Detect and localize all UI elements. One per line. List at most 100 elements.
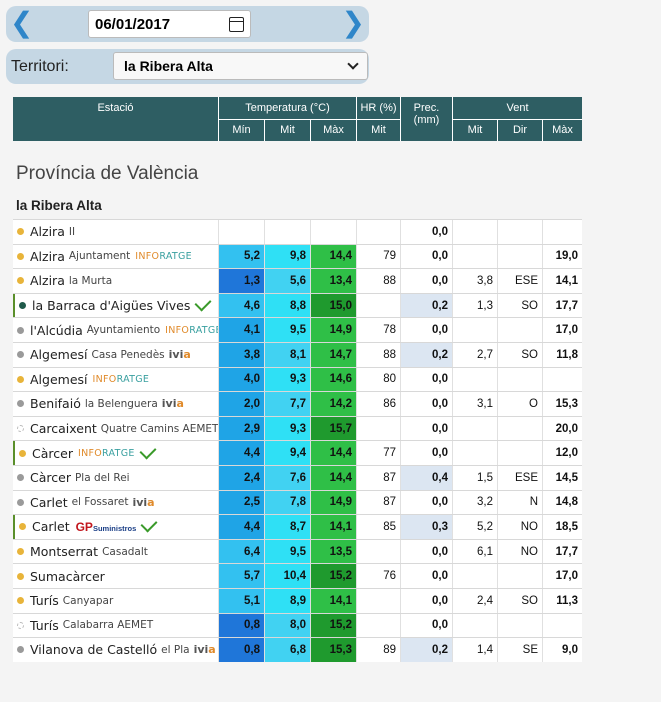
cell-wmax: 14,8: [542, 490, 582, 515]
cell-wmit: 5,2: [452, 515, 497, 539]
station-name-cell[interactable]: Algemesí Casa Penedès ivia: [13, 343, 218, 367]
station-name-cell[interactable]: Carlet GPSuministros: [13, 515, 218, 539]
cell-wdir: [497, 244, 542, 269]
station-name-cell[interactable]: Algemesí INFORATGE: [13, 368, 218, 392]
cell-wdir: NO: [497, 515, 542, 539]
gp-logo-main: GP: [75, 519, 93, 534]
date-input[interactable]: 06/01/2017: [88, 10, 251, 38]
cell-tmax: 14,9: [310, 490, 356, 515]
gp-logo-small: Suministros: [92, 523, 137, 533]
table-row: Càrcer Pla del Rei 2,4 7,6 14,4 87 0,4 1,5 ESE 14…: [13, 464, 582, 490]
station-name-cell[interactable]: Carcaixent Quatre Camins AEMET: [13, 417, 218, 441]
station-name-cell[interactable]: Benifaió la Belenguera ivia: [13, 392, 218, 416]
cell-hr: 87: [356, 465, 400, 490]
cell-hr: 88: [356, 269, 400, 293]
cell-tmit: 8,7: [264, 515, 310, 539]
cell-wmax: 14,1: [542, 269, 582, 293]
cell-tmin: 4,4: [218, 441, 264, 465]
cell-wmax: 17,7: [542, 539, 582, 564]
cell-tmax: 13,4: [310, 269, 356, 293]
cell-tmit: 9,3: [264, 367, 310, 392]
cell-wmit: 1,5: [452, 465, 497, 490]
chevron-right-icon[interactable]: ❯: [341, 6, 365, 39]
cell-tmin: 2,5: [218, 490, 264, 515]
cell-tmit: 5,6: [264, 269, 310, 293]
calendar-icon[interactable]: [229, 16, 244, 32]
cell-wmit: 1,3: [452, 293, 497, 318]
station-name-cell[interactable]: la Barraca d'Aigües Vives: [13, 293, 218, 318]
status-dot-icon: [17, 326, 24, 334]
cell-prec: 0,0: [400, 269, 452, 293]
cell-wmax: [542, 613, 582, 638]
table-header: Estació Temperatura (°C) HR (%) Prec. (m…: [13, 97, 582, 141]
station-name-cell[interactable]: Turís Calabarra AEMET: [13, 614, 218, 638]
cell-prec: 0,0: [400, 441, 452, 465]
station-name: Sumacàrcer: [30, 568, 105, 584]
table-row: Alzira Ajuntament INFORATGE 5,2 9,8 14,4 79 0,0…: [13, 243, 582, 269]
station-name-cell[interactable]: Càrcer INFORATGE: [13, 441, 218, 465]
header-wind-max: Màx: [542, 119, 582, 141]
table-row: Benifaió la Belenguera ivia 2,0 7,7 14,2 86 0,0…: [13, 391, 582, 416]
cell-tmax: 14,2: [310, 392, 356, 416]
cell-wmit: [452, 220, 497, 244]
table-row: Turís Calabarra AEMET 0,8 8,0 15,2 0,0: [13, 612, 582, 638]
cell-wmit: [452, 613, 497, 638]
cell-tmit: 9,4: [264, 441, 310, 465]
status-dot-icon: [17, 572, 24, 580]
cell-wdir: [497, 416, 542, 441]
station-name-cell[interactable]: Càrcer Pla del Rei: [13, 466, 218, 490]
cell-hr: [356, 613, 400, 638]
cell-wmax: 18,5: [542, 515, 582, 539]
station-name: Alzira: [30, 273, 65, 289]
table-row: la Barraca d'Aigües Vives 4,6 8,8 15,0 0,2 1,…: [13, 292, 582, 318]
station-name-cell[interactable]: Sumacàrcer: [13, 564, 218, 588]
cell-tmin: 5,7: [218, 564, 264, 588]
cell-tmin: 3,8: [218, 342, 264, 367]
cell-tmin: 4,4: [218, 515, 264, 539]
cell-tmax: 15,3: [310, 638, 356, 662]
station-name: Benifaió: [30, 396, 81, 412]
cell-hr: 87: [356, 490, 400, 515]
gp-suministros-logo: GPSuministros: [76, 520, 137, 534]
station-name: l'Alcúdia: [30, 322, 83, 338]
cell-hr: [356, 539, 400, 564]
cell-hr: 77: [356, 441, 400, 465]
cell-wdir: SO: [497, 293, 542, 318]
chevron-left-icon[interactable]: ❮: [10, 6, 34, 39]
cell-tmit: 8,8: [264, 293, 310, 318]
cell-prec: 0,0: [400, 367, 452, 392]
cell-wmax: 12,0: [542, 441, 582, 465]
cell-hr: [356, 416, 400, 441]
cell-tmit: 8,1: [264, 342, 310, 367]
station-location: Canyapar: [62, 594, 114, 607]
station-name-cell[interactable]: Montserrat Casadalt: [13, 540, 218, 564]
station-name-cell[interactable]: Alzira la Murta: [13, 269, 218, 293]
cell-wmit: 3,8: [452, 269, 497, 293]
table-row: Carcaixent Quatre Camins AEMET 2,9 9,3 15,7 0…: [13, 415, 582, 441]
station-name-cell[interactable]: Alzira II: [13, 220, 218, 244]
status-dot-icon: [17, 646, 24, 654]
station-name: Algemesí: [30, 347, 88, 363]
territory-select[interactable]: la Ribera Alta: [113, 52, 368, 80]
cell-tmax: 15,2: [310, 613, 356, 638]
station-name-cell[interactable]: Carlet el Fossaret ivia: [13, 491, 218, 515]
station-name-cell[interactable]: Vilanova de Castelló el Pla ivia: [13, 638, 218, 662]
station-name-cell[interactable]: Alzira Ajuntament INFORATGE: [13, 245, 218, 269]
cell-prec: 0,0: [400, 318, 452, 342]
status-dot-icon: [17, 252, 24, 260]
station-location: II: [68, 225, 76, 238]
cell-tmin: [218, 220, 264, 244]
cell-wmit: 3,2: [452, 490, 497, 515]
inforatge-logo: INFORATGE: [92, 373, 150, 385]
cell-tmax: 14,4: [310, 465, 356, 490]
table-row: Carlet GPSuministros 4,4 8,7 14,1 85 0,3 5,2 NO 1…: [13, 514, 582, 539]
status-dot-icon: [17, 277, 24, 285]
cell-hr: 86: [356, 392, 400, 416]
cell-tmin: 6,4: [218, 539, 264, 564]
checkmark-icon: [194, 294, 212, 312]
station-name-cell[interactable]: Turís Canyapar: [13, 589, 218, 613]
cell-tmax: 15,2: [310, 564, 356, 588]
cell-tmax: 13,5: [310, 539, 356, 564]
station-name: Carlet: [32, 519, 70, 535]
